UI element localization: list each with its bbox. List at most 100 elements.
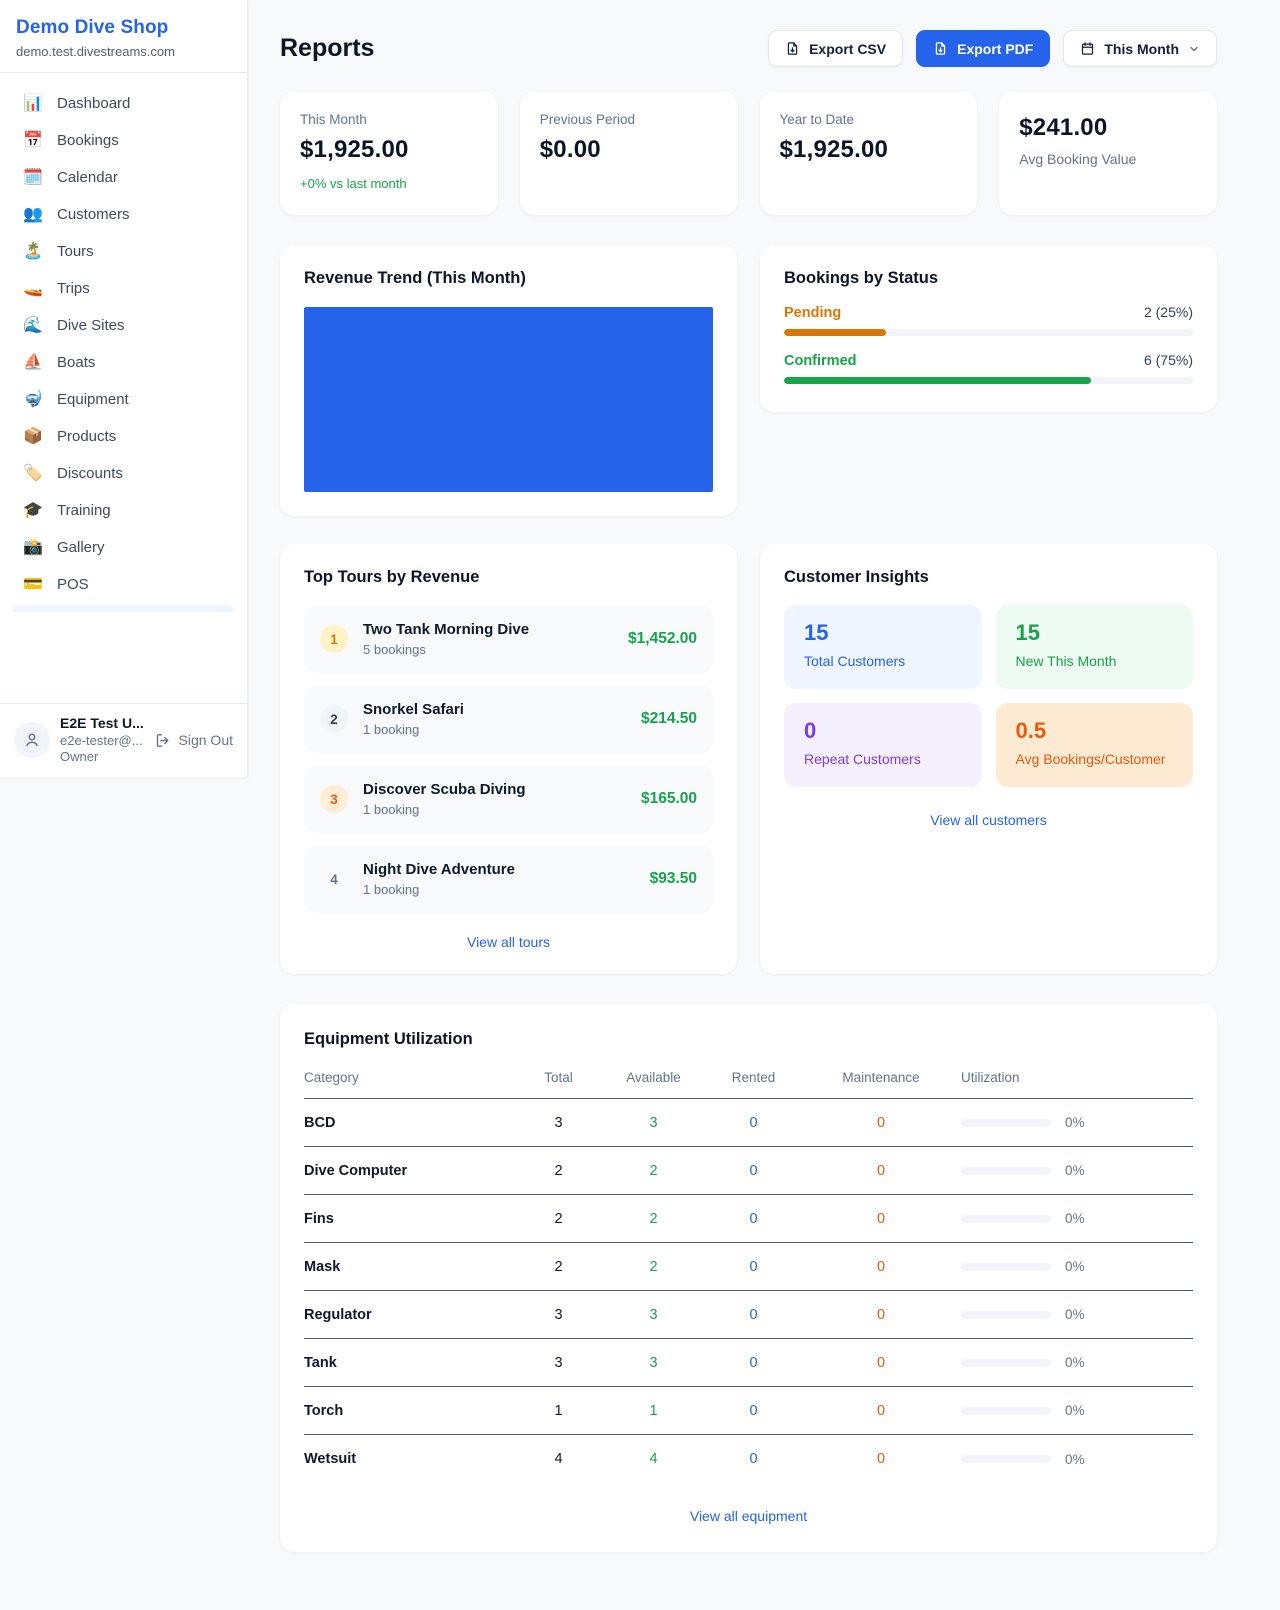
insight-tile: 15 New This Month — [995, 605, 1193, 689]
sign-out-label: Sign Out — [178, 732, 233, 748]
status-progress-fill — [784, 329, 887, 336]
equipment-utilization: 0% — [961, 1163, 1193, 1178]
sidebar-item-reports-active-partial[interactable] — [12, 605, 235, 612]
utilization-track — [961, 1358, 1051, 1367]
utilization-percent: 0% — [1065, 1211, 1085, 1226]
equipment-utilization: 0% — [961, 1452, 1193, 1467]
tour-revenue: $1,452.00 — [628, 630, 697, 647]
sidebar-nav: 📊 Dashboard 📅 Bookings 🗓️ Calendar 👥 Customers 🏝… — [0, 73, 247, 603]
view-all-customers-link[interactable]: View all customers — [930, 812, 1047, 828]
equipment-category: Torch — [304, 1402, 344, 1419]
insight-tile: 0.5 Avg Bookings/Customer — [995, 703, 1193, 787]
tour-revenue: $93.50 — [649, 870, 697, 887]
status-count: 6 (75%) — [1143, 352, 1193, 368]
sidebar-item-training[interactable]: 🎓 Training — [12, 492, 235, 529]
equipment-maintenance: 0 — [876, 1258, 886, 1275]
sidebar-user-footer: E2E Test U... e2e-tester@... Owner Sign … — [0, 703, 247, 777]
period-label: This Month — [1104, 40, 1179, 57]
tour-row: 3 Discover Scuba Diving 1 booking $165.00 — [304, 765, 713, 833]
sidebar-item-gallery[interactable]: 📸 Gallery — [12, 529, 235, 566]
sidebar-item-discounts[interactable]: 🏷️ Discounts — [12, 455, 235, 492]
sidebar-item-trips[interactable]: 🚤 Trips — [12, 270, 235, 307]
sidebar-item-label: Equipment — [57, 391, 129, 408]
sidebar-item-calendar[interactable]: 🗓️ Calendar — [12, 159, 235, 196]
sidebar: Demo Dive Shop demo.test.divestreams.com… — [0, 0, 248, 777]
utilization-percent: 0% — [1065, 1355, 1085, 1370]
insight-value: 0 — [804, 718, 817, 743]
table-row: Regulator 3 3 0 0 0% — [304, 1291, 1193, 1339]
tour-bookings-count: 1 booking — [363, 802, 420, 817]
tour-bookings-count: 5 bookings — [363, 642, 426, 657]
rank-badge: 2 — [320, 705, 348, 733]
status-label: Pending — [784, 305, 842, 321]
brand-name[interactable]: Demo Dive Shop — [16, 17, 169, 38]
insight-tile: 0 Repeat Customers — [784, 703, 982, 787]
page-title: Reports — [280, 34, 375, 62]
sidebar-item-dive-sites[interactable]: 🌊 Dive Sites — [12, 307, 235, 344]
equipment-category: Fins — [304, 1210, 334, 1227]
utilization-track — [961, 1262, 1051, 1271]
wave-icon: 🌊 — [23, 316, 43, 334]
brand[interactable]: Demo Dive Shop demo.test.divestreams.com — [0, 0, 247, 73]
column-header: Utilization — [961, 1070, 1020, 1085]
equipment-utilization: 0% — [961, 1355, 1193, 1370]
column-header: Available — [626, 1070, 681, 1085]
person-icon — [26, 733, 38, 747]
sidebar-item-equipment[interactable]: 🤿 Equipment — [12, 381, 235, 418]
utilization-track — [961, 1118, 1051, 1127]
table-row: Fins 2 2 0 0 0% — [304, 1195, 1193, 1243]
sidebar-item-label: Boats — [57, 354, 96, 371]
sidebar-item-pos[interactable]: 💳 POS — [12, 566, 235, 603]
avatar — [14, 722, 50, 758]
sidebar-item-boats[interactable]: ⛵ Boats — [12, 344, 235, 381]
sidebar-item-label: POS — [57, 576, 89, 593]
equipment-maintenance: 0 — [876, 1162, 886, 1179]
status-label: Confirmed — [784, 353, 857, 369]
status-progress-fill — [784, 377, 1091, 384]
equipment-available: 2 — [649, 1162, 658, 1179]
rank-badge: 1 — [320, 625, 348, 653]
bar-chart-icon: 📊 — [23, 94, 43, 112]
export-csv-button[interactable]: Export CSV — [768, 30, 904, 67]
speedboat-icon: 🚤 — [23, 279, 43, 297]
export-pdf-label: Export PDF — [957, 40, 1034, 57]
insight-tile: 15 Total Customers — [784, 605, 982, 689]
main-content: Reports Export CSV Export PDF This Month — [248, 0, 1280, 1552]
equipment-category: BCD — [304, 1114, 336, 1131]
tour-name: Discover Scuba Diving — [363, 781, 526, 798]
column-header: Total — [544, 1070, 573, 1085]
equipment-rented: 0 — [749, 1162, 758, 1179]
utilization-track — [961, 1214, 1051, 1223]
logout-icon — [156, 733, 168, 747]
export-pdf-button[interactable]: Export PDF — [916, 30, 1051, 67]
view-all-tours-link[interactable]: View all tours — [466, 934, 550, 950]
sidebar-item-products[interactable]: 📦 Products — [12, 418, 235, 455]
file-download-icon — [935, 42, 946, 55]
sidebar-item-label: Bookings — [57, 132, 119, 149]
view-all-equipment-link[interactable]: View all equipment — [689, 1508, 808, 1524]
tour-info: Discover Scuba Diving 1 booking — [363, 781, 526, 817]
equipment-rented: 0 — [749, 1451, 758, 1467]
tour-name: Two Tank Morning Dive — [363, 621, 530, 638]
sidebar-item-tours[interactable]: 🏝️ Tours — [12, 233, 235, 270]
revenue-trend-panel: Revenue Trend (This Month) — [280, 245, 737, 516]
equipment-rented: 0 — [749, 1306, 758, 1323]
utilization-track — [961, 1310, 1051, 1319]
period-dropdown[interactable]: This Month — [1063, 30, 1217, 67]
sidebar-item-bookings[interactable]: 📅 Bookings — [12, 122, 235, 159]
stat-value: $0.00 — [539, 136, 601, 163]
sign-out-button[interactable]: Sign Out — [155, 732, 233, 749]
equipment-utilization: 0% — [961, 1211, 1193, 1226]
credit-card-icon: 💳 — [23, 575, 43, 593]
calendar-icon: 📅 — [23, 131, 43, 149]
equipment-available: 2 — [649, 1258, 658, 1275]
sidebar-item-dashboard[interactable]: 📊 Dashboard — [12, 85, 235, 122]
sidebar-item-customers[interactable]: 👥 Customers — [12, 196, 235, 233]
graduation-cap-icon: 🎓 — [23, 501, 43, 519]
status-progress-track — [784, 377, 1193, 384]
sidebar-item-label: Training — [57, 502, 111, 519]
equipment-utilization-panel: Equipment Utilization Category Total Avail… — [280, 1004, 1217, 1552]
equipment-total: 3 — [554, 1306, 563, 1323]
header-actions: Export CSV Export PDF This Month — [768, 30, 1217, 67]
revenue-trend-bar — [304, 307, 713, 492]
